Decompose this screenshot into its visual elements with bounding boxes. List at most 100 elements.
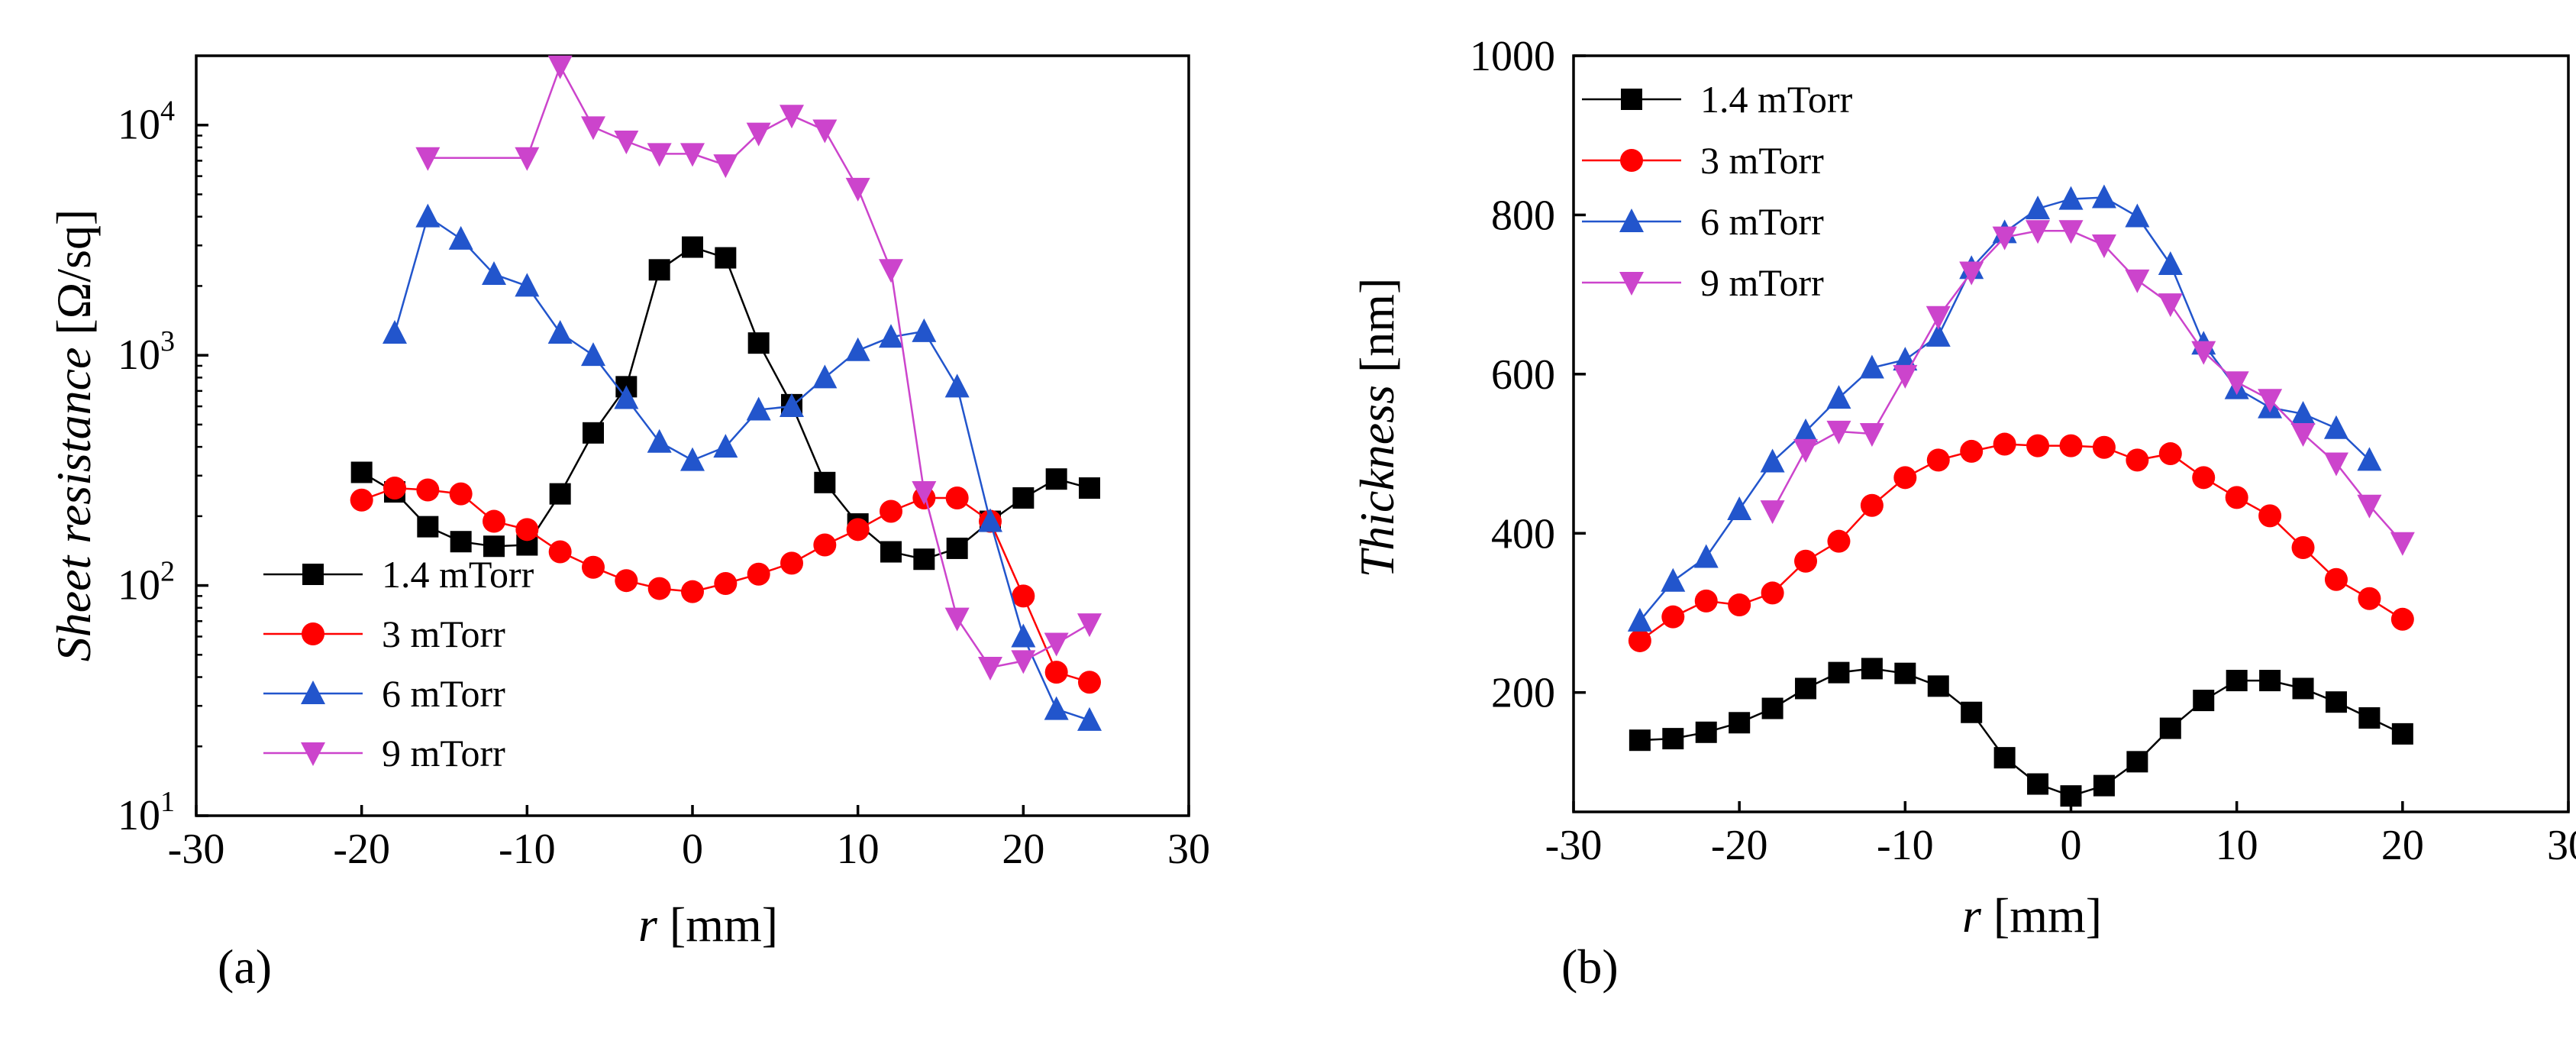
x-tick-label: -10	[499, 826, 556, 873]
data-point	[583, 422, 604, 444]
chart-b-ylabel: Thickness[nm]	[1350, 278, 1404, 578]
data-point	[2191, 341, 2216, 365]
data-point	[2058, 186, 2084, 210]
data-point	[648, 259, 670, 281]
data-point	[2225, 486, 2248, 509]
data-point	[2258, 389, 2283, 413]
y-tick-label: 102	[118, 556, 175, 609]
legend-marker	[1620, 149, 1643, 172]
chart-b-series	[1627, 184, 2415, 807]
data-point	[1627, 607, 1652, 632]
data-point	[647, 143, 672, 167]
data-point	[944, 373, 970, 398]
data-point	[1695, 721, 1717, 743]
data-point	[845, 177, 870, 202]
data-point	[1045, 468, 1067, 490]
data-point	[415, 203, 441, 228]
data-point	[1694, 589, 1718, 613]
data-point	[2091, 234, 2116, 259]
data-point	[2325, 691, 2347, 713]
data-point	[515, 147, 540, 171]
data-point	[2126, 751, 2148, 773]
data-point	[2292, 677, 2314, 700]
x-tick-label: 20	[1002, 826, 1044, 873]
data-point	[448, 225, 473, 250]
data-point	[1079, 477, 1100, 499]
legend-label: 9 mTorr	[382, 732, 505, 774]
data-point	[2358, 587, 2381, 610]
data-point	[680, 447, 705, 471]
y-tick-label: 104	[118, 95, 175, 149]
data-point	[2390, 532, 2415, 556]
data-point	[2093, 774, 2115, 797]
chart-a-ylabel: Sheet resistance[Ω/sq]	[47, 209, 101, 662]
data-point	[946, 537, 968, 559]
data-point	[978, 657, 1002, 681]
legend-marker	[1621, 89, 1642, 110]
data-point	[383, 477, 406, 500]
data-point	[880, 541, 902, 563]
legend-label: 3 mTorr	[382, 613, 505, 655]
data-point	[2059, 434, 2083, 457]
data-point	[2125, 269, 2150, 293]
data-point	[581, 342, 605, 367]
data-point	[1729, 712, 1751, 734]
data-point	[814, 471, 836, 493]
data-point	[944, 607, 970, 632]
data-point	[879, 324, 903, 348]
data-point	[747, 562, 770, 586]
data-point	[746, 122, 771, 147]
data-point	[1893, 364, 1918, 389]
data-point	[1727, 496, 1752, 520]
data-point	[845, 337, 870, 361]
series-1.4-mtorr	[1629, 658, 2413, 807]
data-point	[2058, 220, 2084, 244]
x-tick-label: 10	[2216, 822, 2258, 869]
legend-entry: 9 mTorr	[263, 732, 505, 774]
data-point	[2026, 196, 2051, 220]
data-point	[2158, 251, 2183, 276]
data-point	[647, 577, 671, 600]
data-point	[2290, 400, 2316, 425]
legend-marker	[302, 564, 324, 585]
data-point	[1993, 747, 2016, 769]
legend-label: 1.4 mTorr	[382, 553, 534, 596]
data-point	[582, 555, 605, 579]
chart-a-ticks: -30 -20 -10 0 10 20 30 101 102 103 104	[118, 54, 1210, 873]
data-point	[1861, 658, 1883, 680]
data-point	[1860, 493, 1884, 517]
data-point	[547, 55, 573, 79]
data-point	[614, 131, 639, 155]
data-point	[1044, 661, 1068, 684]
series-9-mtorr	[1760, 220, 2415, 556]
legend-marker	[1619, 272, 1644, 296]
data-point	[2192, 466, 2216, 490]
data-point	[482, 261, 506, 286]
data-point	[746, 396, 771, 421]
data-point	[880, 499, 902, 523]
x-tick-label: -30	[168, 826, 225, 873]
data-point	[1012, 584, 1035, 608]
data-point	[1826, 385, 1851, 409]
data-point	[483, 509, 505, 533]
series-6-mtorr	[383, 203, 1102, 731]
data-point	[1761, 581, 1784, 605]
data-point	[1011, 623, 1036, 648]
data-point	[1960, 439, 1984, 463]
data-point	[2226, 670, 2248, 692]
x-tick-label: 20	[2381, 822, 2424, 869]
x-tick-label: 30	[1167, 826, 1210, 873]
data-point	[581, 116, 605, 141]
data-point	[812, 119, 838, 144]
data-point	[2358, 707, 2381, 729]
data-point	[1927, 675, 1949, 697]
legend-entry: 9 mTorr	[1582, 261, 1824, 304]
data-point	[2092, 435, 2116, 459]
x-tick-label: 0	[2061, 822, 2082, 869]
data-point	[1793, 438, 1819, 463]
chart-b-ticks: -30 -20 -10 0 10 20 30 200 400 600 800 1000	[1470, 33, 2576, 869]
y-tick-label: 1000	[1470, 33, 1555, 80]
data-point	[2158, 442, 2182, 466]
y-tick-label: 101	[118, 786, 175, 839]
y-tick-label: 200	[1491, 670, 1555, 717]
